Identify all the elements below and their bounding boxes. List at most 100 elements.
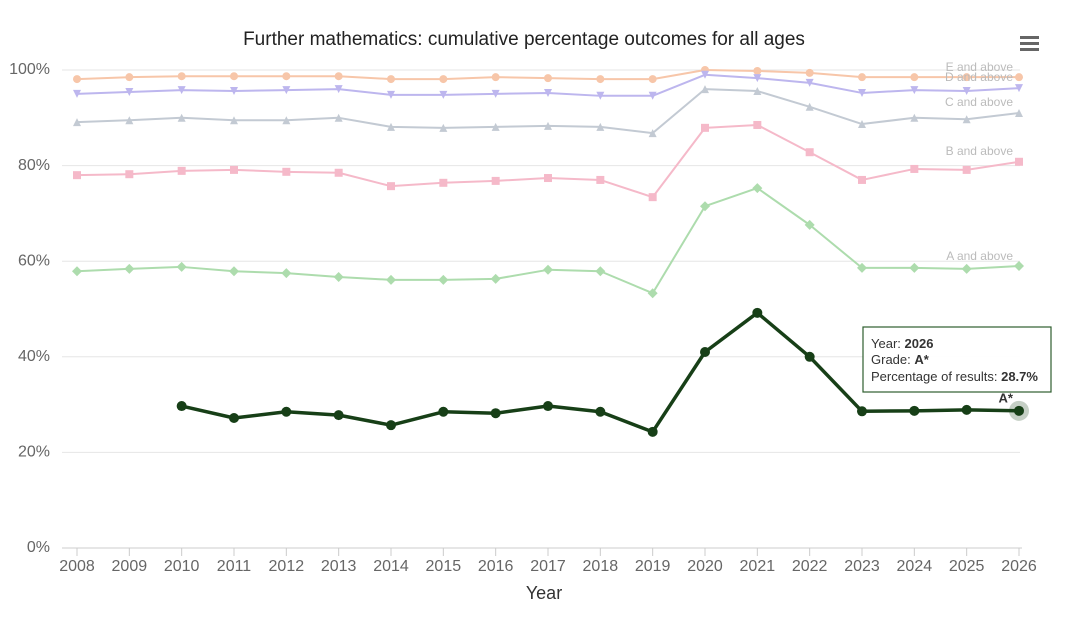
tooltip-label: Grade: <box>871 352 911 367</box>
data-point <box>230 72 238 81</box>
y-tick-label: 100% <box>9 61 50 78</box>
data-point <box>230 165 238 174</box>
data-point <box>961 404 972 415</box>
data-point <box>909 405 920 416</box>
data-point <box>701 123 709 132</box>
data-point <box>910 164 919 173</box>
x-tick-label: 2020 <box>687 558 723 575</box>
data-point <box>544 121 552 130</box>
data-point <box>491 73 500 82</box>
data-point <box>544 174 552 183</box>
series-label: A and above <box>946 249 1013 263</box>
data-point <box>804 219 815 230</box>
data-point <box>438 406 449 417</box>
data-point <box>857 262 867 273</box>
data-point <box>648 75 657 84</box>
data-point <box>439 178 448 187</box>
y-tick-label: 0% <box>27 539 50 556</box>
data-point <box>438 274 449 285</box>
data-point <box>647 426 658 437</box>
data-point <box>281 406 292 417</box>
data-point <box>439 123 448 132</box>
tooltip-label: Percentage of results: <box>871 369 997 384</box>
data-point <box>490 273 501 284</box>
menu-bar <box>1020 36 1039 39</box>
x-tick-label: 2023 <box>844 558 880 575</box>
series-label: B and above <box>946 144 1014 158</box>
menu-button[interactable] <box>1020 36 1039 51</box>
data-point <box>73 89 81 98</box>
data-point <box>910 86 919 95</box>
data-point <box>805 68 814 77</box>
x-tick-label: 2014 <box>373 558 409 575</box>
menu-bar <box>1020 42 1039 45</box>
series-line <box>76 187 1020 295</box>
data-point <box>544 88 552 97</box>
x-tick-label: 2025 <box>949 558 985 575</box>
data-point <box>229 266 239 277</box>
data-point <box>439 90 448 99</box>
data-point <box>1014 260 1024 271</box>
data-point <box>700 201 710 212</box>
x-tick-label: 2013 <box>321 558 357 575</box>
data-point <box>1015 73 1023 82</box>
data-point <box>282 167 291 176</box>
data-point <box>334 85 343 94</box>
series-label: C and above <box>945 95 1013 109</box>
tooltip-value: 28.7% <box>1001 369 1038 384</box>
tooltip-box <box>862 326 1052 393</box>
x-tick-label: 2015 <box>426 558 462 575</box>
x-tick-label: 2016 <box>478 558 514 575</box>
data-point <box>282 116 291 125</box>
data-point <box>176 261 187 272</box>
data-point <box>753 120 762 129</box>
data-point <box>648 129 657 138</box>
data-point <box>544 74 552 83</box>
y-tick-label: 40% <box>18 348 50 365</box>
tooltip-value: A* <box>914 352 929 367</box>
x-tick-label: 2010 <box>164 558 200 575</box>
data-point <box>72 266 82 277</box>
data-point <box>753 74 762 83</box>
data-point <box>1014 405 1024 416</box>
data-point <box>386 274 396 285</box>
data-point <box>125 116 134 125</box>
data-point <box>596 122 605 131</box>
hover-halo <box>1009 400 1029 421</box>
data-point <box>491 122 500 131</box>
menu-bar <box>1020 48 1039 51</box>
data-point <box>595 406 606 417</box>
data-point <box>909 262 920 273</box>
data-point <box>333 410 344 421</box>
series-label: E and above <box>946 60 1014 74</box>
data-point <box>596 91 605 100</box>
series-label: D and above <box>945 70 1013 84</box>
data-point <box>701 70 709 79</box>
data-point <box>387 75 395 84</box>
x-axis-title: Year <box>526 583 562 603</box>
chart-title: Further mathematics: cumulative percenta… <box>243 29 805 50</box>
x-tick-label: 2017 <box>530 558 566 575</box>
data-point <box>962 115 971 124</box>
data-point <box>1015 109 1023 118</box>
data-point <box>910 73 919 82</box>
data-point <box>230 87 238 96</box>
data-point <box>543 264 553 275</box>
x-tick-label: 2008 <box>59 558 95 575</box>
y-tick-label: 60% <box>18 252 50 269</box>
tooltip-row: Year: 2026 <box>871 336 933 351</box>
data-point <box>910 113 919 122</box>
data-point <box>700 347 710 358</box>
data-point <box>282 86 291 95</box>
data-point <box>1015 157 1023 166</box>
data-point <box>125 87 134 96</box>
data-point <box>753 87 762 96</box>
data-point <box>962 73 971 82</box>
x-tick-label: 2012 <box>269 558 305 575</box>
data-point <box>858 88 866 97</box>
data-point <box>333 271 344 282</box>
data-point <box>73 118 81 127</box>
y-tick-label: 80% <box>18 157 50 174</box>
data-point <box>125 170 134 179</box>
